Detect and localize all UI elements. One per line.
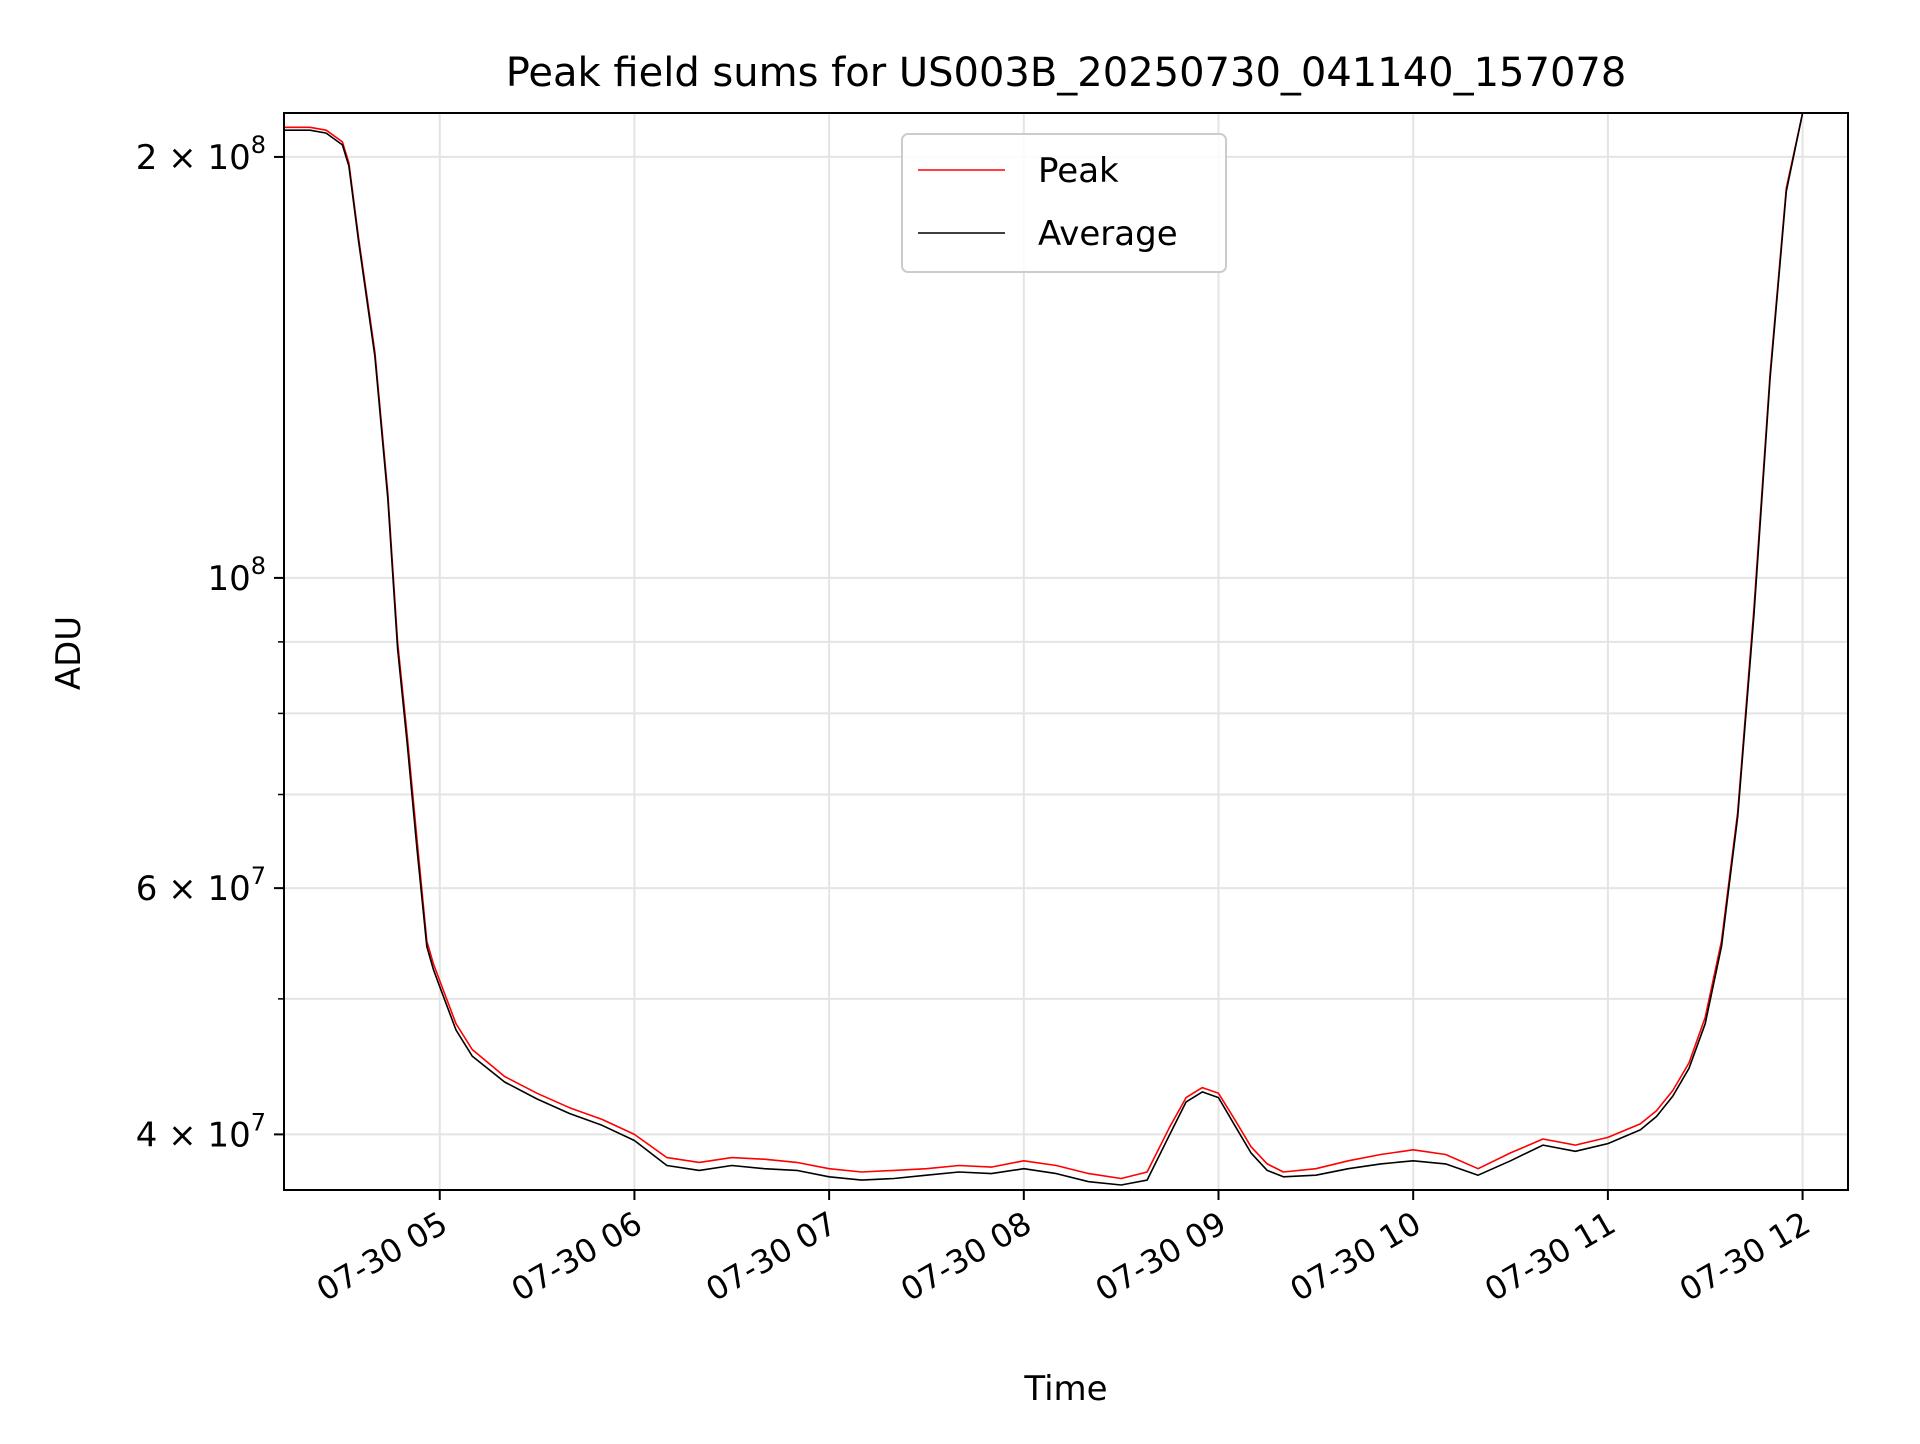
legend-box <box>901 133 1227 273</box>
y-tick-label: 6 × 107 <box>136 862 266 909</box>
y-axis-label: ADU <box>49 616 89 690</box>
series-line-average <box>284 113 1804 1186</box>
legend: Peak Average <box>901 133 1227 273</box>
plot-frame <box>283 112 1849 1191</box>
legend-label-average: Average <box>1038 214 1178 254</box>
y-tick-label: 2 × 108 <box>136 131 266 178</box>
chart-title: Peak field sums for US003B_20250730_0411… <box>506 50 1627 96</box>
legend-label-peak: Peak <box>1038 151 1119 191</box>
grid <box>284 113 1848 1190</box>
y-tick-label: 108 <box>207 552 266 599</box>
y-axis-ticks: 4 × 107 6 × 107 108 2 × 108 <box>136 131 284 1155</box>
y-tick-label: 4 × 107 <box>136 1108 266 1155</box>
series-lines <box>284 113 1804 1186</box>
x-axis-label: Time <box>1023 1369 1107 1409</box>
